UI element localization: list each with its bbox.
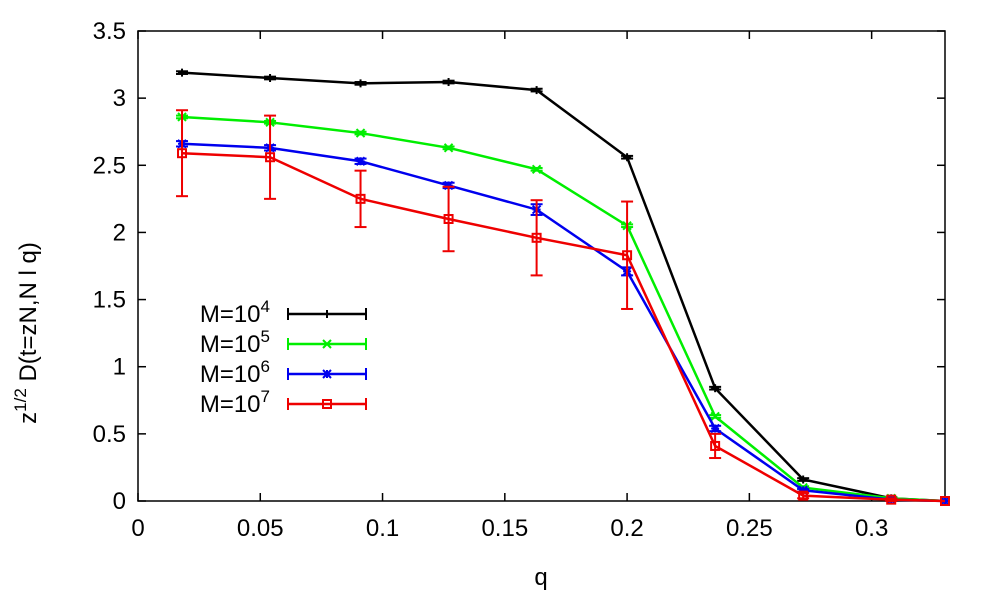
series-3 [176,139,950,506]
legend-label: M=104 [200,297,270,328]
axes [137,30,946,502]
legend-label-exponent: 6 [261,357,270,376]
x-tick-label: 0.2 [610,515,643,542]
legend-item-2: M=105 [200,327,367,358]
x-tick-label: 0.1 [366,515,399,542]
legend-label-exponent: 4 [261,297,270,316]
legend-label: M=105 [200,327,270,358]
x-tick-label: 0.05 [237,515,284,542]
x-tick-label: 0.15 [481,515,528,542]
series-2 [176,112,950,506]
x-tick-label: 0 [131,515,144,542]
series-4 [176,109,950,506]
data-point [265,152,276,163]
plot-frame [137,30,946,502]
y-axis-label-base: z [15,412,42,424]
legend-marker-b [322,339,332,349]
y-tick-label: 3.5 [93,18,126,45]
y-axis-ticks: 0 0.5 1 1.5 2 2.5 3 3.5 [93,18,945,515]
y-axis-label-rest: D(t=zN,N l q) [15,242,42,388]
data-point [622,250,633,261]
y-tick-label: 1.5 [93,287,126,314]
y-tick-label: 1 [113,354,126,381]
legend-item-3: M=106 [200,357,367,388]
legend-label-exponent: 5 [261,327,270,346]
y-tick-label: 0.5 [93,421,126,448]
data-point-b [443,143,454,153]
y-tick-label: 0 [113,488,126,515]
legend-label: M=107 [200,387,270,418]
series-line [181,151,946,503]
data-point [531,232,542,243]
series-line [181,115,946,503]
legend-label-base: M=10 [200,391,261,418]
legend-label: M=106 [200,357,270,388]
y-tick-label: 3 [113,85,126,112]
series-line [181,71,946,503]
legend-item-1: M=104 [200,297,367,328]
legend-item-4: M=107 [200,387,367,418]
data-point-b [355,128,366,138]
data-point [798,490,809,501]
series-line [181,142,946,503]
x-tick-label: 0.3 [855,515,888,542]
data-point [355,193,366,204]
data-point [443,214,454,224]
y-tick-label: 2.5 [93,152,126,179]
series-group [176,68,950,506]
data-point [177,148,188,159]
legend-label-exponent: 7 [261,387,270,406]
legend-label-base: M=10 [200,301,261,328]
y-axis-label-exponent: 1/2 [11,388,30,412]
x-axis-ticks: 0 0.05 0.1 0.15 0.2 0.25 0.3 [131,31,888,542]
x-axis-label: q [534,564,547,591]
data-point-b [531,164,542,175]
series-1 [176,68,949,505]
data-point-b [710,411,720,422]
data-point [710,440,721,451]
legend-marker [322,399,332,409]
legend-label-base: M=10 [200,361,261,388]
x-tick-label: 0.25 [726,515,773,542]
data-point [886,494,897,505]
y-tick-label: 2 [113,219,126,246]
y-axis-label: z1/2 D(t=zN,N l q) [11,242,42,424]
legend-label-base: M=10 [200,331,261,358]
data-point [940,496,950,506]
